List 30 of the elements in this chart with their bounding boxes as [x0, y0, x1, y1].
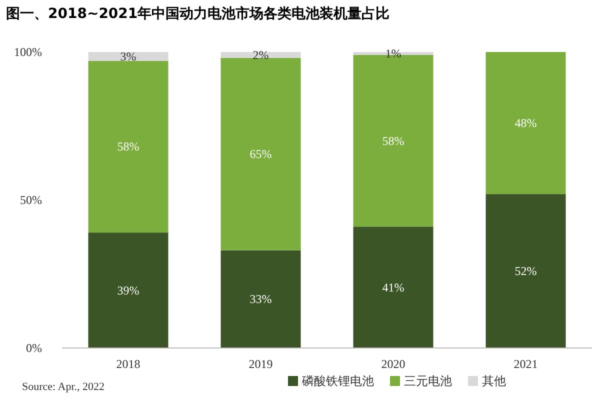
data-label: 48%: [514, 116, 537, 130]
bar: [353, 226, 434, 348]
bar: [88, 232, 168, 348]
x-tick-label: 2018: [116, 357, 140, 371]
legend-label: 其他: [482, 374, 506, 388]
data-label: 41%: [382, 280, 404, 294]
bar: [486, 194, 566, 348]
y-tick-label: 100%: [14, 45, 42, 59]
bar: [220, 250, 301, 348]
x-tick-label: 2020: [381, 357, 406, 371]
legend-label: 磷酸铁锂电池: [301, 374, 374, 388]
data-label: 58%: [382, 134, 404, 148]
bar: [486, 52, 566, 194]
y-tick-label: 0%: [26, 341, 42, 355]
bar: [220, 52, 301, 58]
data-label: 58%: [117, 140, 140, 154]
bar: [88, 52, 168, 61]
data-label: 39%: [117, 283, 140, 298]
data-label: 52%: [514, 264, 537, 278]
source-note: Source: Apr., 2022: [22, 381, 104, 393]
y-tick-label: 50%: [20, 193, 42, 207]
bar: [88, 60, 168, 233]
data-label: 3%: [120, 49, 136, 64]
chart-title: 图一、2018~2021年中国动力电池市场各类电池装机量占比: [6, 5, 390, 22]
x-tick-label: 2019: [248, 357, 273, 371]
legend-label: 三元电池: [404, 374, 452, 388]
bar: [220, 58, 301, 250]
data-label: 65%: [250, 147, 272, 162]
data-label: 33%: [250, 292, 272, 306]
x-tick-label: 2021: [514, 357, 538, 371]
